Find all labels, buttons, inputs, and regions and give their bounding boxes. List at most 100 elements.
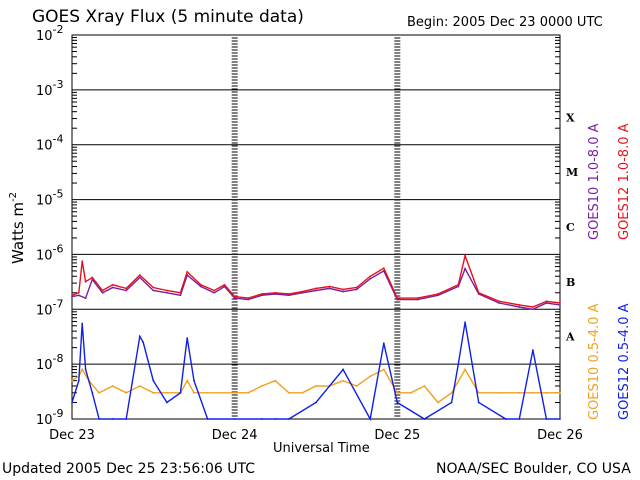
series-point	[206, 391, 209, 394]
series-point	[260, 385, 263, 387]
source-credit: NOAA/SEC Boulder, CO USA	[436, 461, 631, 477]
series-point	[545, 300, 548, 303]
chart-title: GOES Xray Flux (5 minute data)	[32, 7, 304, 27]
series-point	[355, 286, 358, 289]
series-point	[328, 285, 331, 288]
x-tick-label: Dec 24	[212, 428, 258, 443]
series-point	[355, 288, 358, 291]
series-point	[342, 379, 345, 382]
series-point	[437, 401, 439, 404]
x-tick-label: Dec 26	[537, 428, 583, 443]
series-point	[342, 288, 345, 291]
series-point	[193, 379, 195, 382]
series-point	[165, 391, 168, 394]
series-point	[396, 298, 399, 301]
series-point	[213, 289, 216, 292]
series-point	[81, 260, 84, 263]
series-point	[382, 267, 385, 270]
series-point	[457, 363, 460, 366]
series-point	[165, 401, 168, 404]
series-point	[152, 379, 155, 382]
series-point	[111, 385, 114, 387]
series-line	[71, 322, 560, 422]
series-point	[450, 401, 453, 404]
series-point	[518, 418, 521, 420]
series-point	[77, 379, 80, 382]
y-axis-label: Watts m-2	[8, 192, 27, 264]
series-point	[125, 391, 128, 394]
series-point	[274, 379, 277, 382]
legend-entry: GOES10 0.5-4.0 A	[587, 303, 602, 420]
series-point	[111, 286, 114, 289]
series-point	[518, 391, 521, 394]
series-point	[91, 276, 94, 279]
series-point	[223, 283, 226, 286]
begin-label: Begin: 2005 Dec 23 0000 UTC	[407, 15, 603, 30]
series-point	[464, 254, 467, 257]
series-point	[409, 391, 412, 394]
series-point	[396, 391, 399, 394]
series-point	[545, 418, 548, 420]
series-point	[457, 283, 460, 286]
series-point	[315, 385, 317, 387]
legend-entry: GOES12 1.0-8.0 A	[617, 123, 632, 240]
y-tick-label: 10-3	[36, 78, 64, 99]
series-point	[369, 275, 372, 278]
series-point	[152, 391, 155, 394]
series-line	[71, 267, 561, 311]
series-point	[193, 391, 195, 394]
series-point	[287, 418, 290, 420]
series-point	[518, 306, 521, 308]
series-line	[71, 368, 560, 404]
y-tick-label: 10-9	[36, 407, 64, 428]
series-lines	[71, 253, 561, 422]
series-point	[531, 391, 534, 394]
x-axis-label: Universal Time	[273, 441, 370, 456]
series-point	[287, 391, 290, 394]
series-point	[101, 291, 104, 294]
series-point	[233, 391, 236, 394]
series-point	[315, 287, 317, 290]
series-point	[233, 297, 236, 299]
series-point	[111, 418, 114, 420]
series-point	[233, 295, 236, 298]
y-tick-label: 10-6	[36, 242, 64, 263]
x-tick-label: Dec 23	[49, 428, 95, 443]
series-point	[464, 368, 467, 371]
series-point	[125, 289, 128, 292]
series-point	[464, 267, 467, 270]
series-point	[199, 285, 202, 288]
series-point	[125, 287, 128, 290]
axis-ticks	[72, 34, 560, 420]
series-point	[396, 401, 399, 404]
series-point	[423, 418, 426, 420]
series-point	[98, 391, 101, 394]
y-tick-label: 10-2	[36, 23, 64, 44]
series-point	[518, 304, 521, 306]
series-point	[287, 294, 290, 297]
svg-text:Watts m-2: Watts m-2	[8, 192, 27, 264]
flare-class-label: X	[566, 111, 575, 124]
series-point	[152, 286, 155, 289]
series-point	[416, 297, 419, 299]
x-tick-labels: Dec 23 Dec 24 Dec 25 Dec 26	[49, 428, 583, 443]
series-point	[369, 375, 372, 378]
series-point	[179, 291, 182, 294]
series-point	[84, 280, 87, 283]
series-point	[328, 287, 331, 290]
series-point	[199, 283, 202, 286]
series-point	[559, 418, 561, 420]
y-tick-label: 10-8	[36, 352, 64, 373]
series-point	[396, 297, 399, 299]
series-point	[71, 295, 73, 298]
series-point	[152, 289, 155, 292]
series-point	[71, 294, 73, 297]
plot-frame	[71, 34, 561, 420]
series-point	[165, 289, 168, 292]
series-point	[498, 300, 500, 303]
series-point	[247, 391, 250, 394]
updated-timestamp: Updated 2005 Dec 25 23:56:06 UTC	[2, 461, 255, 477]
series-point	[84, 368, 87, 371]
x-tick-label: Dec 25	[374, 428, 420, 443]
